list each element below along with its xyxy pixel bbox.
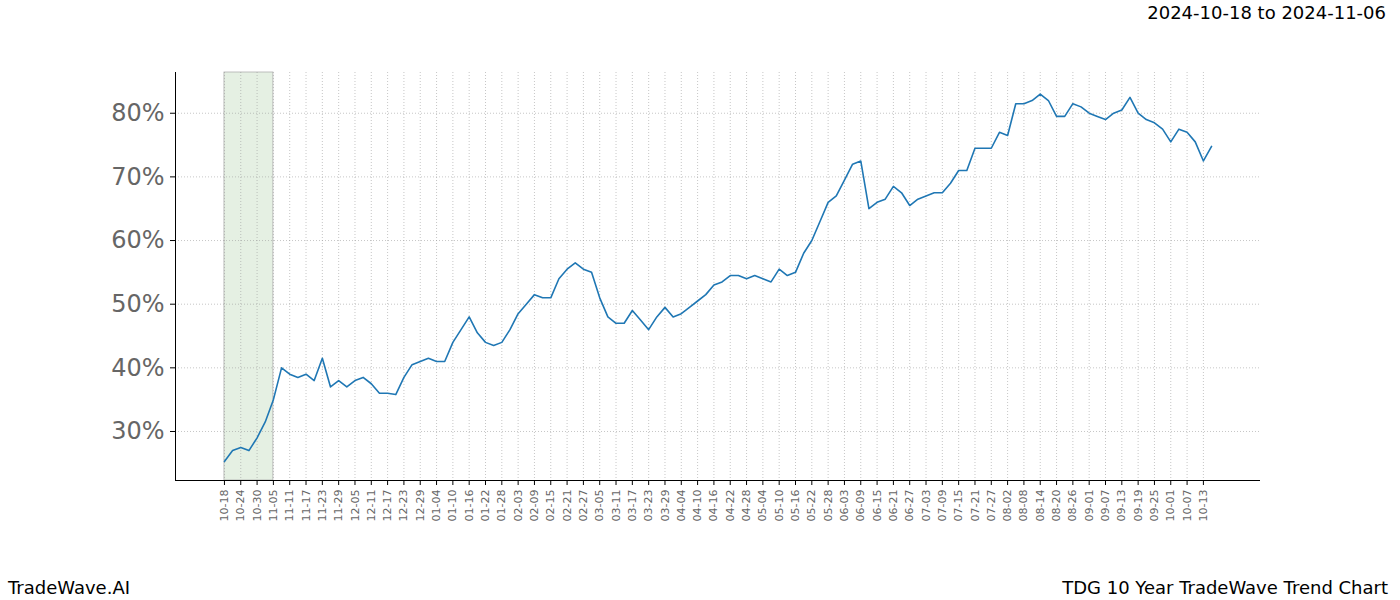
svg-text:40%: 40% <box>111 354 164 382</box>
svg-text:11-17: 11-17 <box>300 490 313 522</box>
svg-text:02-21: 02-21 <box>561 490 574 522</box>
svg-text:08-02: 08-02 <box>1001 490 1014 522</box>
svg-text:11-23: 11-23 <box>316 490 329 522</box>
svg-text:04-16: 04-16 <box>707 490 720 522</box>
svg-text:10-01: 10-01 <box>1164 490 1177 522</box>
svg-text:08-14: 08-14 <box>1034 490 1047 522</box>
svg-text:10-13: 10-13 <box>1197 490 1210 522</box>
svg-text:12-05: 12-05 <box>348 490 361 522</box>
svg-text:10-24: 10-24 <box>234 490 247 522</box>
svg-text:12-11: 12-11 <box>365 490 378 522</box>
svg-text:06-27: 06-27 <box>903 490 916 522</box>
svg-text:06-21: 06-21 <box>887 490 900 522</box>
svg-text:12-29: 12-29 <box>414 490 427 522</box>
svg-text:70%: 70% <box>111 163 164 191</box>
svg-text:06-03: 06-03 <box>838 490 851 522</box>
svg-text:60%: 60% <box>111 226 164 254</box>
svg-text:03-11: 03-11 <box>610 490 623 522</box>
svg-text:07-03: 07-03 <box>920 490 933 522</box>
svg-text:50%: 50% <box>111 290 164 318</box>
svg-text:11-11: 11-11 <box>283 490 296 522</box>
svg-text:80%: 80% <box>111 99 164 127</box>
svg-text:07-15: 07-15 <box>952 490 965 522</box>
svg-text:12-17: 12-17 <box>381 490 394 522</box>
svg-text:05-10: 05-10 <box>773 490 786 522</box>
svg-text:12-23: 12-23 <box>397 490 410 522</box>
svg-text:03-23: 03-23 <box>642 490 655 522</box>
svg-text:05-22: 05-22 <box>805 490 818 522</box>
svg-text:11-05: 11-05 <box>267 490 280 522</box>
svg-text:05-16: 05-16 <box>789 490 802 522</box>
svg-text:06-09: 06-09 <box>854 490 867 522</box>
svg-text:03-29: 03-29 <box>658 490 671 522</box>
html-text:TradeWave.AI: TradeWave.AI <box>8 577 130 598</box>
svg-text:03-17: 03-17 <box>626 490 639 522</box>
svg-text:01-04: 01-04 <box>430 490 443 522</box>
svg-text:03-05: 03-05 <box>593 490 606 522</box>
svg-text:09-01: 09-01 <box>1083 490 1096 522</box>
svg-text:04-22: 04-22 <box>724 490 737 522</box>
svg-text:07-21: 07-21 <box>968 490 981 522</box>
svg-text:01-22: 01-22 <box>479 490 492 522</box>
svg-text:30%: 30% <box>111 417 164 445</box>
svg-text:10-18: 10-18 <box>218 490 231 522</box>
svg-text:01-10: 01-10 <box>446 490 459 522</box>
svg-text:07-27: 07-27 <box>985 490 998 522</box>
svg-text:02-09: 02-09 <box>528 490 541 522</box>
svg-text:08-26: 08-26 <box>1066 490 1079 522</box>
svg-text:02-27: 02-27 <box>577 490 590 522</box>
svg-text:08-20: 08-20 <box>1050 490 1063 522</box>
html-text:TDG 10 Year TradeWave Trend Ch: TDG 10 Year TradeWave Trend Chart <box>1062 577 1388 598</box>
svg-text:10-07: 10-07 <box>1181 490 1194 522</box>
svg-text:11-29: 11-29 <box>332 490 345 522</box>
svg-text:09-07: 09-07 <box>1099 490 1112 522</box>
svg-text:02-03: 02-03 <box>512 490 525 522</box>
svg-text:04-04: 04-04 <box>675 490 688 522</box>
svg-text:02-15: 02-15 <box>544 490 557 522</box>
svg-text:04-10: 04-10 <box>691 490 704 522</box>
svg-text:04-28: 04-28 <box>740 490 753 522</box>
svg-text:08-08: 08-08 <box>1017 490 1030 522</box>
svg-text:01-16: 01-16 <box>463 490 476 522</box>
svg-text:05-28: 05-28 <box>822 490 835 522</box>
svg-text:10-30: 10-30 <box>251 490 264 522</box>
svg-text:09-25: 09-25 <box>1148 490 1161 522</box>
svg-text:01-28: 01-28 <box>495 490 508 522</box>
svg-text:09-19: 09-19 <box>1132 490 1145 522</box>
svg-text:05-04: 05-04 <box>756 490 769 522</box>
svg-text:09-13: 09-13 <box>1115 490 1128 522</box>
svg-text:07-09: 07-09 <box>936 490 949 522</box>
svg-text:06-15: 06-15 <box>871 490 884 522</box>
html-text:2024-10-18 to 2024-11-06: 2024-10-18 to 2024-11-06 <box>1147 2 1386 23</box>
